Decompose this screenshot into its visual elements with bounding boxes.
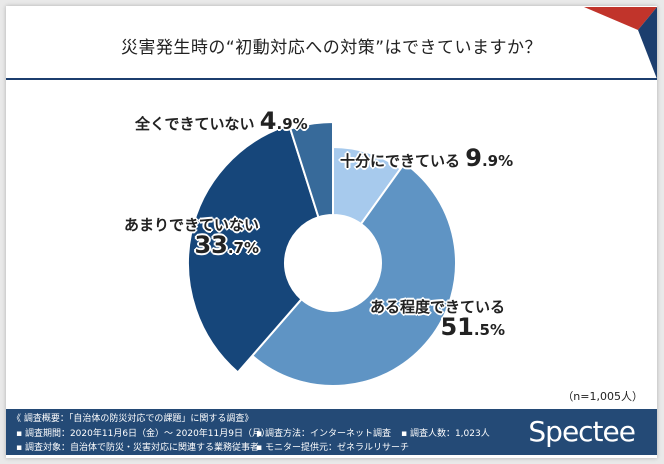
page-title: 災害発生時の“初動対応への対策”はできていますか？ — [120, 38, 543, 58]
donut-chart — [187, 120, 457, 387]
label-none: 全くできていない 4.9% — [135, 107, 308, 135]
label-somewhat: ある程度できている 51.5% — [370, 298, 506, 341]
label-mostly-not: あまりできていない 33.7% — [124, 216, 260, 259]
footer-method: ▪ 調査方法：インターネット調査 — [256, 429, 391, 439]
footer-period: ▪ 調査期間：2020年11月6日（金）～ 2020年11月9日（月） — [16, 429, 270, 439]
label-fully: 十分にできている 9.9% — [340, 144, 514, 172]
footer-heading: 《 調査概要：「自治体の防災対応での課題」に関する調査》 — [12, 414, 254, 424]
sample-size-note: （n=1,005人） — [562, 390, 643, 403]
slice-1 — [250, 161, 457, 387]
footer-provider: ▪ モニター提供元：ゼネラルリサーチ — [256, 443, 409, 453]
footer-target: ▪ 調査対象：自治体で防災・災害対応に関連する業務従事者 — [16, 443, 259, 453]
survey-footer: 《 調査概要：「自治体の防災対応での課題」に関する調査》 ▪ 調査期間：2020… — [6, 409, 657, 455]
slice-2 — [187, 123, 320, 374]
footer-count: ▪ 調査人数：1,023人 — [401, 429, 490, 439]
navy-triangle — [638, 7, 657, 79]
slice-3 — [289, 120, 334, 219]
infographic-card: 災害発生時の“初動対応への対策”はできていますか？ 全くできていない 4.9% … — [6, 6, 657, 458]
red-triangle — [584, 7, 657, 30]
title-divider — [6, 78, 657, 80]
corner-decoration — [584, 7, 657, 79]
spectee-logo: Spectee — [528, 415, 636, 448]
